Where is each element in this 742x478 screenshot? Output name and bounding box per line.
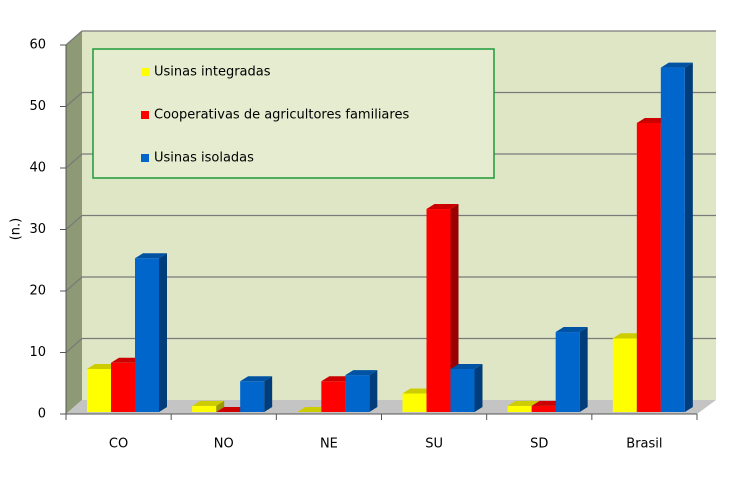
- bar: [426, 209, 451, 412]
- legend-swatch: [141, 68, 149, 76]
- bar-side: [474, 363, 483, 412]
- y-tick-label: 0: [38, 407, 46, 422]
- y-tick-label: 30: [29, 222, 46, 237]
- bar-side: [159, 253, 167, 412]
- y-tick-label: 50: [29, 99, 46, 114]
- y-tick-label: 10: [29, 345, 46, 360]
- x-tick-label: NO: [214, 437, 234, 452]
- legend-box: [92, 48, 495, 179]
- bar: [240, 381, 265, 412]
- bar: [402, 393, 427, 412]
- bar: [612, 338, 637, 412]
- grid-line: [65, 338, 83, 353]
- y-axis-label: (n.): [9, 218, 24, 241]
- grid-line: [65, 92, 83, 107]
- bar-top: [555, 327, 588, 333]
- grid-line: [65, 153, 83, 169]
- legend-swatch: [141, 154, 149, 162]
- x-tick-label: SU: [425, 437, 443, 452]
- legend-label: Usinas integradas: [154, 65, 271, 80]
- bar-top: [660, 62, 693, 68]
- legend-swatch: [141, 111, 149, 119]
- bar-top: [507, 400, 540, 406]
- bar: [345, 375, 370, 412]
- bar-side: [684, 62, 693, 412]
- bar-top: [240, 376, 273, 382]
- y-tick-label: 40: [29, 161, 46, 176]
- bar: [111, 362, 135, 412]
- grid-line: [65, 276, 83, 292]
- bar-side: [450, 204, 459, 412]
- bar: [450, 368, 475, 412]
- bar-top: [135, 253, 167, 259]
- bar-side: [579, 327, 588, 412]
- bar-top: [192, 400, 225, 406]
- grid-line: [65, 30, 83, 46]
- bar: [636, 122, 661, 412]
- bar: [660, 67, 685, 412]
- bar-top: [345, 370, 378, 376]
- bar-side: [216, 400, 225, 412]
- bar: [507, 405, 532, 412]
- bar-top: [450, 363, 483, 369]
- y-tick-label: 60: [29, 38, 46, 53]
- legend-label: Cooperativas de agricultores familiares: [154, 108, 409, 123]
- bar-top: [426, 204, 459, 210]
- bar: [321, 381, 346, 412]
- x-tick-label: Brasil: [626, 437, 662, 452]
- bar-side: [369, 370, 378, 412]
- bar: [135, 258, 159, 412]
- bar: [555, 332, 580, 412]
- x-tick-label: SD: [530, 437, 548, 452]
- bar-side: [264, 376, 273, 412]
- x-tick-label: NE: [320, 437, 338, 452]
- bar: [531, 405, 556, 412]
- y-tick-label: 20: [29, 284, 46, 299]
- bar: [87, 368, 111, 412]
- bar: [192, 405, 217, 412]
- legend-label: Usinas isoladas: [154, 151, 254, 166]
- x-tick-label: CO: [109, 437, 128, 452]
- grid-line: [65, 215, 83, 230]
